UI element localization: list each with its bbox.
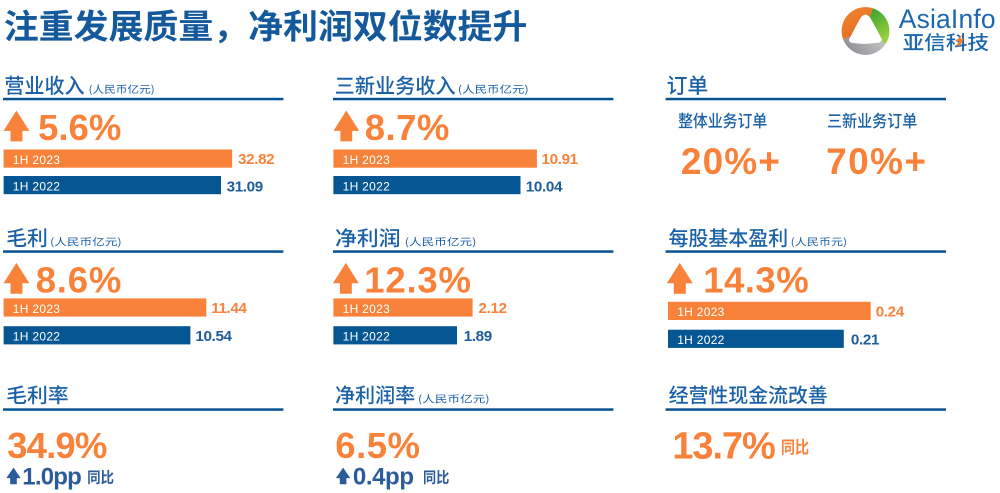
- svg-text:1.89: 1.89: [464, 328, 492, 345]
- svg-text:AsiaInfo: AsiaInfo: [899, 4, 996, 34]
- svg-text:1H 2023: 1H 2023: [343, 302, 390, 316]
- svg-text:1H 2023: 1H 2023: [13, 153, 60, 167]
- svg-text:10.54: 10.54: [195, 328, 232, 345]
- svg-text:0.21: 0.21: [851, 331, 880, 348]
- svg-text:1H 2023: 1H 2023: [677, 305, 724, 319]
- svg-text:1H 2022: 1H 2022: [343, 179, 390, 193]
- svg-text:0.4pp: 0.4pp: [353, 464, 414, 491]
- svg-text:32.82: 32.82: [238, 151, 274, 168]
- svg-text:10.91: 10.91: [542, 151, 579, 168]
- svg-text:1H 2023: 1H 2023: [343, 153, 390, 167]
- svg-text:70%+: 70%+: [826, 141, 927, 182]
- svg-text:5.6%: 5.6%: [38, 107, 121, 148]
- svg-text:8.7%: 8.7%: [365, 107, 450, 148]
- svg-text:14.3%: 14.3%: [703, 259, 809, 300]
- svg-text:1H 2022: 1H 2022: [13, 330, 60, 344]
- svg-text:12.3%: 12.3%: [364, 259, 472, 300]
- svg-text:34.9%: 34.9%: [7, 425, 107, 466]
- svg-text:8.6%: 8.6%: [36, 259, 122, 300]
- svg-text:1H 2023: 1H 2023: [13, 302, 60, 316]
- svg-text:6.5%: 6.5%: [335, 425, 420, 466]
- svg-text:1H 2022: 1H 2022: [13, 179, 60, 193]
- svg-text:0.24: 0.24: [876, 304, 905, 321]
- svg-text:10.04: 10.04: [526, 179, 563, 196]
- svg-text:20%+: 20%+: [681, 141, 781, 182]
- svg-text:1.0pp: 1.0pp: [22, 464, 81, 491]
- svg-text:1H 2022: 1H 2022: [343, 330, 390, 344]
- svg-text:31.09: 31.09: [227, 179, 263, 196]
- svg-text:11.44: 11.44: [211, 300, 247, 317]
- svg-text:2.12: 2.12: [479, 300, 507, 317]
- svg-text:13.7%: 13.7%: [672, 425, 775, 467]
- svg-text:1H 2022: 1H 2022: [677, 333, 724, 347]
